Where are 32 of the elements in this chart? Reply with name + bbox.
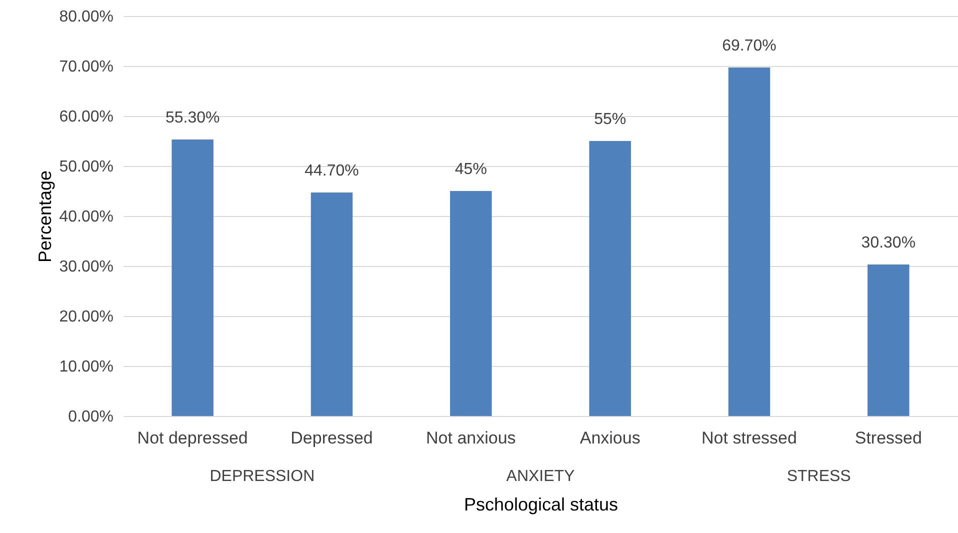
data-label: 44.70% — [304, 162, 359, 180]
x-tick-label: Depressed — [290, 428, 373, 448]
data-label: 69.70% — [722, 38, 776, 54]
x-tick-label: Anxious — [580, 428, 640, 448]
data-label: 30.30% — [861, 234, 916, 252]
data-label: 55.30% — [165, 110, 220, 126]
y-tick-label: 20.00% — [59, 308, 114, 326]
y-tick-label: 30.00% — [59, 258, 114, 276]
x-tick-label: Stressed — [854, 428, 922, 448]
y-tick-label: 40.00% — [59, 208, 114, 226]
y-tick-label: 10.00% — [59, 358, 114, 376]
text: ANXIETY — [506, 468, 576, 485]
text: STRESS — [786, 468, 851, 485]
bar — [310, 192, 353, 416]
text: DEPRESSION — [210, 468, 315, 485]
y-tick-label: 70.00% — [59, 58, 114, 76]
data-label: 45% — [454, 161, 487, 178]
data-label: 55% — [594, 111, 626, 128]
bar — [450, 191, 492, 416]
x-axis-title: Pschological status — [464, 494, 618, 514]
y-tick-label: 60.00% — [59, 108, 114, 126]
y-axis-title: Percentage — [35, 170, 56, 263]
bar — [868, 264, 910, 416]
y-tick-label: 80.00% — [59, 8, 114, 26]
y-tick-label: 0.00% — [68, 408, 114, 426]
y-tick-label: 50.00% — [59, 158, 114, 176]
x-tick-label: Not stressed — [702, 428, 797, 448]
x-tick-label: Not depressed — [137, 428, 248, 448]
bar — [589, 141, 631, 416]
bar — [728, 68, 770, 416]
bar — [172, 140, 214, 416]
x-tick-label: Not anxious — [426, 428, 516, 448]
